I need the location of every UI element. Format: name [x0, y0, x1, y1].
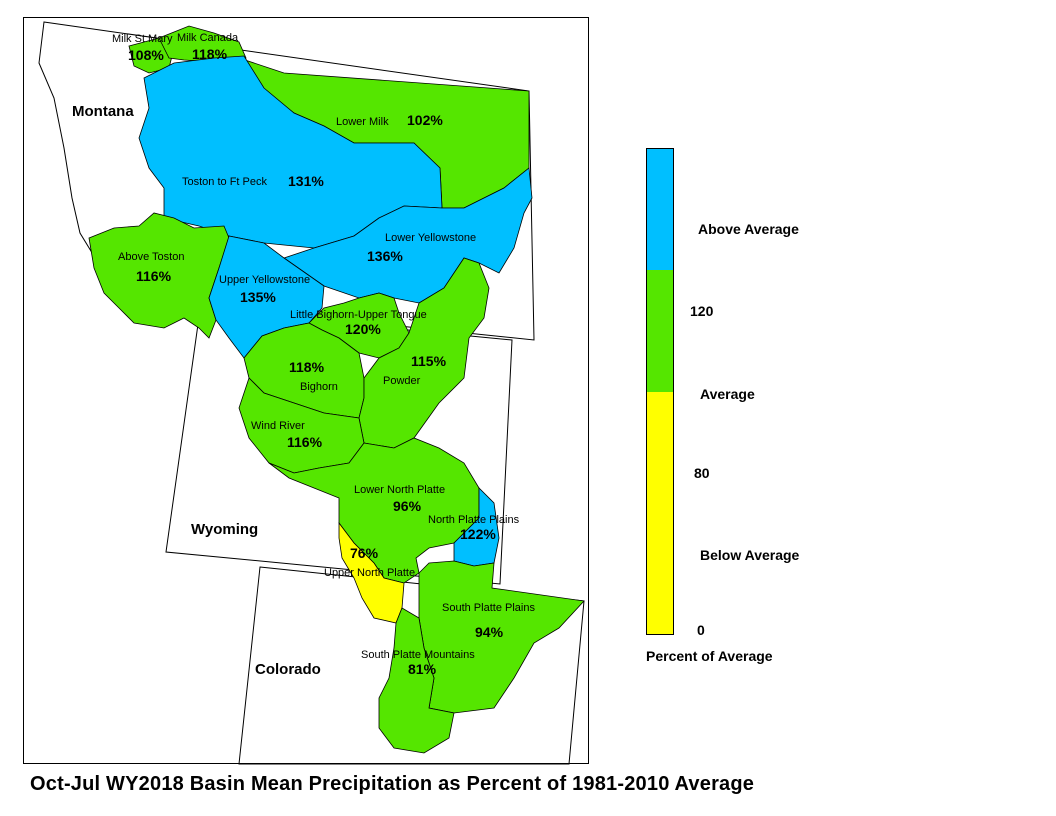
basin-pct-upper-north-platte: 76%: [350, 545, 379, 561]
basin-name-upper-yellowstone: Upper Yellowstone: [219, 274, 310, 286]
basin-name-toston-ft-peck: Toston to Ft Peck: [182, 176, 267, 188]
basin-polygons: [88, 25, 585, 754]
basin-pct-bighorn: 118%: [289, 359, 325, 375]
basin-map: Montana Wyoming Colorado Milk St Mary Mi…: [38, 21, 585, 765]
basin-pct-upper-yellowstone: 135%: [240, 289, 276, 305]
basin-name-lower-yellowstone: Lower Yellowstone: [385, 232, 476, 244]
legend-swatch-average: [647, 270, 673, 392]
map-frame: Montana Wyoming Colorado Milk St Mary Mi…: [23, 17, 589, 765]
basin-name-wind-river: Wind River: [251, 420, 305, 432]
basin-milk-canada[interactable]: [158, 25, 247, 63]
basin-name-lower-milk: Lower Milk: [336, 116, 389, 128]
legend-tick-0: 0: [697, 622, 705, 638]
basin-pct-south-platte-mountains: 81%: [408, 661, 437, 677]
state-label-colorado: Colorado: [255, 661, 321, 678]
basin-name-south-platte-plains: South Platte Plains: [442, 602, 535, 614]
legend-label-above: Above Average: [698, 221, 799, 237]
legend-tick-80: 80: [694, 465, 710, 481]
state-label-montana: Montana: [72, 103, 134, 120]
basin-pct-toston-ft-peck: 131%: [288, 173, 324, 189]
basin-name-little-bighorn: Little Bighorn-Upper Tongue: [290, 309, 427, 321]
legend-swatch-below: [647, 391, 673, 634]
basin-name-lower-north-platte: Lower North Platte: [354, 484, 445, 496]
basin-pct-powder: 115%: [411, 353, 447, 369]
basin-lower-north-platte[interactable]: [268, 437, 480, 584]
basin-pct-lower-north-platte: 96%: [393, 498, 422, 514]
basin-pct-above-toston: 116%: [136, 268, 172, 284]
basin-pct-lower-milk: 102%: [407, 112, 443, 128]
legend-title: Percent of Average: [646, 648, 773, 664]
legend-tick-120: 120: [690, 303, 714, 319]
basin-name-powder: Powder: [383, 375, 421, 387]
basin-name-above-toston: Above Toston: [118, 251, 184, 263]
map-caption: Oct-Jul WY2018 Basin Mean Precipitation …: [30, 773, 755, 795]
wyoming-boundary: [165, 309, 513, 585]
basin-pct-north-platte-plains: 122%: [460, 526, 496, 542]
legend-swatch-above: [647, 149, 673, 271]
basin-name-milk-st-mary: Milk St Mary: [112, 33, 173, 45]
basin-pct-milk-canada: 118%: [192, 46, 228, 62]
basin-pct-wind-river: 116%: [287, 434, 323, 450]
basin-name-bighorn: Bighorn: [300, 381, 338, 393]
basin-pct-little-bighorn: 120%: [345, 321, 381, 337]
basin-name-north-platte-plains: North Platte Plains: [428, 514, 520, 526]
legend-color-bar: [646, 148, 674, 635]
state-label-wyoming: Wyoming: [191, 521, 258, 538]
basin-pct-south-platte-plains: 94%: [475, 624, 504, 640]
legend-label-below: Below Average: [700, 547, 800, 563]
basin-name-milk-canada: Milk Canada: [177, 32, 239, 44]
legend-label-average: Average: [700, 386, 755, 402]
basin-name-upper-north-platte: Upper North Platte: [324, 567, 415, 579]
basin-pct-milk-st-mary: 108%: [128, 47, 164, 63]
basin-pct-lower-yellowstone: 136%: [367, 248, 403, 264]
basin-south-platte-mountains[interactable]: [378, 607, 455, 754]
basin-name-south-platte-mountains: South Platte Mountains: [361, 649, 475, 661]
